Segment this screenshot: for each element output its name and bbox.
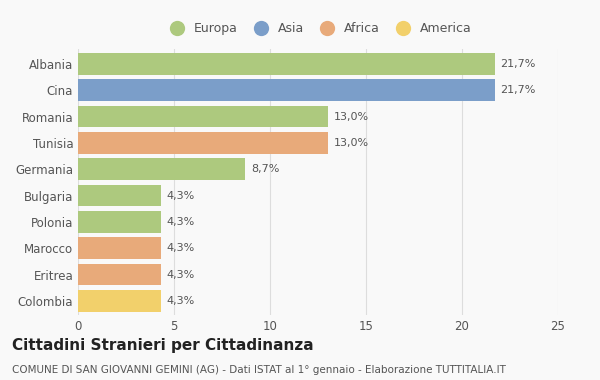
Bar — [78, 106, 328, 127]
Bar — [78, 132, 328, 154]
Bar — [78, 185, 161, 206]
Bar — [78, 158, 245, 180]
Text: Cittadini Stranieri per Cittadinanza: Cittadini Stranieri per Cittadinanza — [12, 338, 314, 353]
Text: 13,0%: 13,0% — [334, 112, 368, 122]
Text: 21,7%: 21,7% — [500, 59, 536, 69]
Text: 4,3%: 4,3% — [166, 269, 194, 280]
Bar — [78, 264, 161, 285]
Text: 4,3%: 4,3% — [166, 296, 194, 306]
Text: 4,3%: 4,3% — [166, 190, 194, 201]
Text: COMUNE DI SAN GIOVANNI GEMINI (AG) - Dati ISTAT al 1° gennaio - Elaborazione TUT: COMUNE DI SAN GIOVANNI GEMINI (AG) - Dat… — [12, 365, 506, 375]
Bar — [78, 290, 161, 312]
Text: 4,3%: 4,3% — [166, 217, 194, 227]
Text: 8,7%: 8,7% — [251, 164, 279, 174]
Legend: Europa, Asia, Africa, America: Europa, Asia, Africa, America — [161, 20, 475, 38]
Bar — [78, 53, 494, 75]
Bar — [78, 238, 161, 259]
Text: 21,7%: 21,7% — [500, 85, 536, 95]
Bar — [78, 211, 161, 233]
Bar — [78, 79, 494, 101]
Text: 4,3%: 4,3% — [166, 243, 194, 253]
Text: 13,0%: 13,0% — [334, 138, 368, 148]
